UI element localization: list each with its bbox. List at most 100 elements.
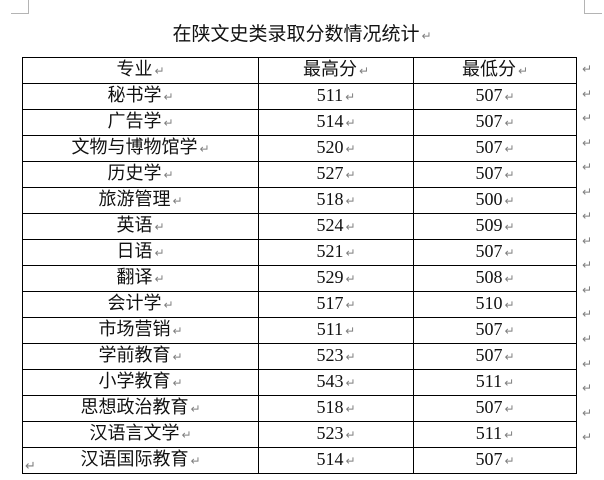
major-cell[interactable]: 会计学 ↵ [22, 291, 259, 318]
major-cell[interactable]: 汉语言文学 ↵ [22, 421, 259, 448]
min-score-cell[interactable]: 507 ↵ [413, 395, 577, 422]
max-score-value: 529 [316, 267, 344, 287]
min-score-value: 509 [475, 215, 503, 235]
column-header-major[interactable]: 专业 ↵ [22, 57, 259, 84]
min-score-cell[interactable]: 507 ↵ [413, 317, 577, 344]
max-score-cell[interactable]: 511 ↵ [258, 83, 414, 110]
paragraph-mark-icon: ↵ [345, 272, 356, 286]
paragraph-mark-icon: ↵ [154, 246, 165, 260]
paragraph-mark-icon: ↵ [345, 90, 356, 104]
max-score-cell[interactable]: 520 ↵ [258, 135, 414, 162]
max-score-cell[interactable]: 518 ↵ [258, 395, 414, 422]
major-cell[interactable]: 英语 ↵ [22, 213, 259, 240]
major-value: 汉语言文学 [89, 423, 180, 443]
min-score-value: 507 [475, 85, 503, 105]
major-value: 市场营销 [98, 319, 171, 339]
table-row: 历史学 ↵ 527 ↵ 507 ↵ [22, 161, 577, 188]
paragraph-mark-icon: ↵ [504, 402, 515, 416]
row-end-paragraph-mark-icon: ↵ [582, 233, 593, 248]
min-score-value: 508 [475, 267, 503, 287]
max-score-cell[interactable]: 518 ↵ [258, 187, 414, 214]
major-value: 翻译 [116, 267, 153, 287]
paragraph-mark-icon: ↵ [172, 194, 183, 208]
major-cell[interactable]: 汉语国际教育 ↵ [22, 447, 259, 474]
row-end-paragraph-mark-icon: ↵ [582, 430, 593, 445]
max-score-cell[interactable]: 529 ↵ [258, 265, 414, 292]
paragraph-mark-icon: ↵ [345, 402, 356, 416]
column-header-max[interactable]: 最高分 ↵ [258, 57, 414, 84]
max-score-cell[interactable]: 514 ↵ [258, 109, 414, 136]
major-value: 小学教育 [98, 371, 171, 391]
max-score-cell[interactable]: 521 ↵ [258, 239, 414, 266]
major-cell[interactable]: 文物与博物馆学 ↵ [22, 135, 259, 162]
trailing-paragraph-mark-icon[interactable]: ↵ [25, 459, 36, 474]
row-end-paragraph-mark-icon: ↵ [582, 356, 593, 371]
min-score-cell[interactable]: 511 ↵ [413, 421, 577, 448]
major-cell[interactable]: 翻译 ↵ [22, 265, 259, 292]
major-value: 广告学 [107, 111, 162, 131]
paragraph-mark-icon: ↵ [154, 64, 165, 78]
min-score-cell[interactable]: 507 ↵ [413, 135, 577, 162]
major-cell[interactable]: 历史学 ↵ [22, 161, 259, 188]
max-score-cell[interactable]: 543 ↵ [258, 369, 414, 396]
max-score-value: 523 [316, 423, 344, 443]
major-cell[interactable]: 小学教育 ↵ [22, 369, 259, 396]
min-score-cell[interactable]: 511 ↵ [413, 369, 577, 396]
max-score-cell[interactable]: 511 ↵ [258, 317, 414, 344]
row-end-paragraph-mark-icon: ↵ [582, 86, 593, 101]
major-cell[interactable]: 旅游管理 ↵ [22, 187, 259, 214]
max-score-value: 511 [316, 85, 344, 105]
paragraph-mark-icon: ↵ [504, 428, 515, 442]
min-score-value: 507 [475, 449, 503, 469]
min-score-cell[interactable]: 507 ↵ [413, 109, 577, 136]
max-score-cell[interactable]: 514 ↵ [258, 447, 414, 474]
paragraph-mark-icon: ↵ [504, 350, 515, 364]
table-row: 汉语国际教育 ↵ 514 ↵ 507 ↵ [22, 447, 577, 474]
min-score-cell[interactable]: 500 ↵ [413, 187, 577, 214]
min-score-cell[interactable]: 509 ↵ [413, 213, 577, 240]
min-score-cell[interactable]: 507 ↵ [413, 161, 577, 188]
title-line: 在陕文史类录取分数情况统计 ↵ [0, 23, 604, 48]
max-score-cell[interactable]: 523 ↵ [258, 421, 414, 448]
min-score-cell[interactable]: 507 ↵ [413, 447, 577, 474]
max-score-cell[interactable]: 524 ↵ [258, 213, 414, 240]
major-value: 学前教育 [98, 345, 171, 365]
row-end-paragraph-mark-icon: ↵ [582, 135, 593, 150]
min-score-value: 507 [475, 111, 503, 131]
row-end-paragraph-mark-icon: ↵ [582, 332, 593, 347]
max-score-cell[interactable]: 523 ↵ [258, 343, 414, 370]
major-cell[interactable]: 日语 ↵ [22, 239, 259, 266]
paragraph-mark-icon: ↵ [345, 168, 356, 182]
column-header-max-label: 最高分 [302, 59, 357, 79]
paragraph-mark-icon: ↵ [345, 298, 356, 312]
paragraph-mark-icon: ↵ [345, 220, 356, 234]
table-row: 广告学 ↵ 514 ↵ 507 ↵ [22, 109, 577, 136]
max-score-value: 518 [316, 189, 344, 209]
max-score-cell[interactable]: 527 ↵ [258, 161, 414, 188]
min-score-cell[interactable]: 507 ↵ [413, 239, 577, 266]
min-score-cell[interactable]: 507 ↵ [413, 343, 577, 370]
table-row: 会计学 ↵ 517 ↵ 510 ↵ [22, 291, 577, 318]
paragraph-mark-icon: ↵ [345, 246, 356, 260]
min-score-value: 500 [475, 189, 503, 209]
min-score-cell[interactable]: 507 ↵ [413, 83, 577, 110]
column-header-min[interactable]: 最低分 ↵ [413, 57, 577, 84]
paragraph-mark-icon: ↵ [163, 116, 174, 130]
major-value: 旅游管理 [98, 189, 171, 209]
page-margin-corner-top-right-icon [584, 0, 602, 14]
min-score-value: 507 [475, 397, 503, 417]
paragraph-mark-icon: ↵ [199, 142, 210, 156]
page-margin-corner-top-left-icon [11, 0, 29, 14]
major-cell[interactable]: 思想政治教育 ↵ [22, 395, 259, 422]
min-score-cell[interactable]: 510 ↵ [413, 291, 577, 318]
major-cell[interactable]: 秘书学 ↵ [22, 83, 259, 110]
major-cell[interactable]: 市场营销 ↵ [22, 317, 259, 344]
table-row: 旅游管理 ↵ 518 ↵ 500 ↵ [22, 187, 577, 214]
major-cell[interactable]: 学前教育 ↵ [22, 343, 259, 370]
max-score-cell[interactable]: 517 ↵ [258, 291, 414, 318]
document-title[interactable]: 在陕文史类录取分数情况统计 [172, 24, 420, 45]
row-end-paragraph-mark-icon: ↵ [582, 282, 593, 297]
min-score-cell[interactable]: 508 ↵ [413, 265, 577, 292]
major-cell[interactable]: 广告学 ↵ [22, 109, 259, 136]
row-end-paragraph-mark-icon: ↵ [582, 381, 593, 396]
